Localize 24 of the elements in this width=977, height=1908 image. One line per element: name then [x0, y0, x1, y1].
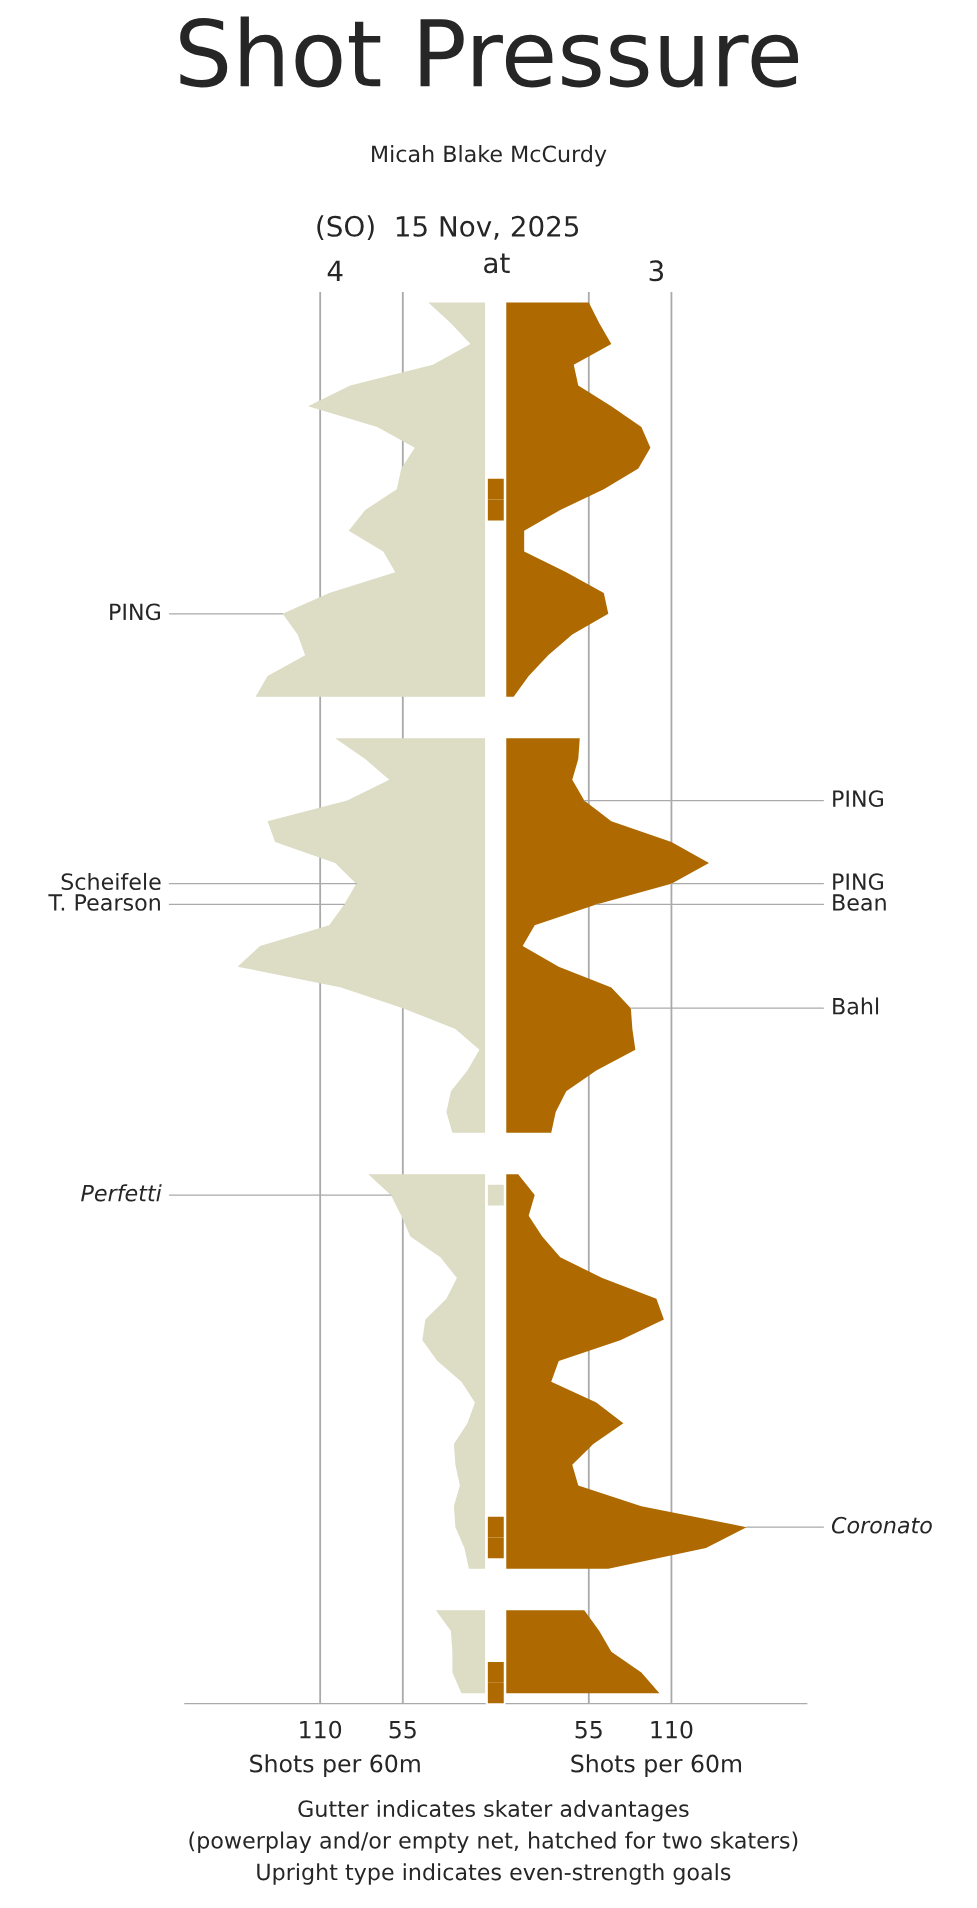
chart-subtitle: Micah Blake McCurdy: [372, 145, 607, 167]
text: Upright type indicates even-strength goals: [257, 1863, 731, 1885]
text: (powerplay and/or empty net, hatched for two skaters): [189, 1831, 798, 1854]
data-label: PING: [833, 790, 883, 808]
data-label: T. Pearson: [48, 894, 160, 911]
x-tick-label: 55: [389, 1720, 416, 1739]
data-label: PING: [110, 603, 160, 621]
chart-title: Shot Pressure: [180, 16, 799, 88]
x-axis-title: Shots per 60m: [250, 1754, 420, 1778]
data-label: Bean: [833, 894, 886, 911]
data-label: Coronato: [831, 1516, 932, 1534]
data-label: Perfetti: [81, 1184, 162, 1202]
x-axis-title: Shots per 60m: [571, 1754, 742, 1778]
chart-title: 3: [649, 260, 664, 282]
chart-title: 4: [327, 260, 343, 281]
data-label: Scheifele: [61, 872, 161, 891]
x-tick-label: 110: [300, 1720, 342, 1739]
data-label: Bahl: [833, 997, 879, 1015]
text: at: [484, 253, 510, 274]
text: (SO) 15 Nov, 2025: [317, 215, 579, 241]
text: Gutter indicates skater advantages: [298, 1799, 689, 1822]
data-label: PING: [833, 873, 883, 891]
x-tick-label: 55: [575, 1720, 602, 1739]
x-tick-label: 110: [651, 1720, 693, 1739]
